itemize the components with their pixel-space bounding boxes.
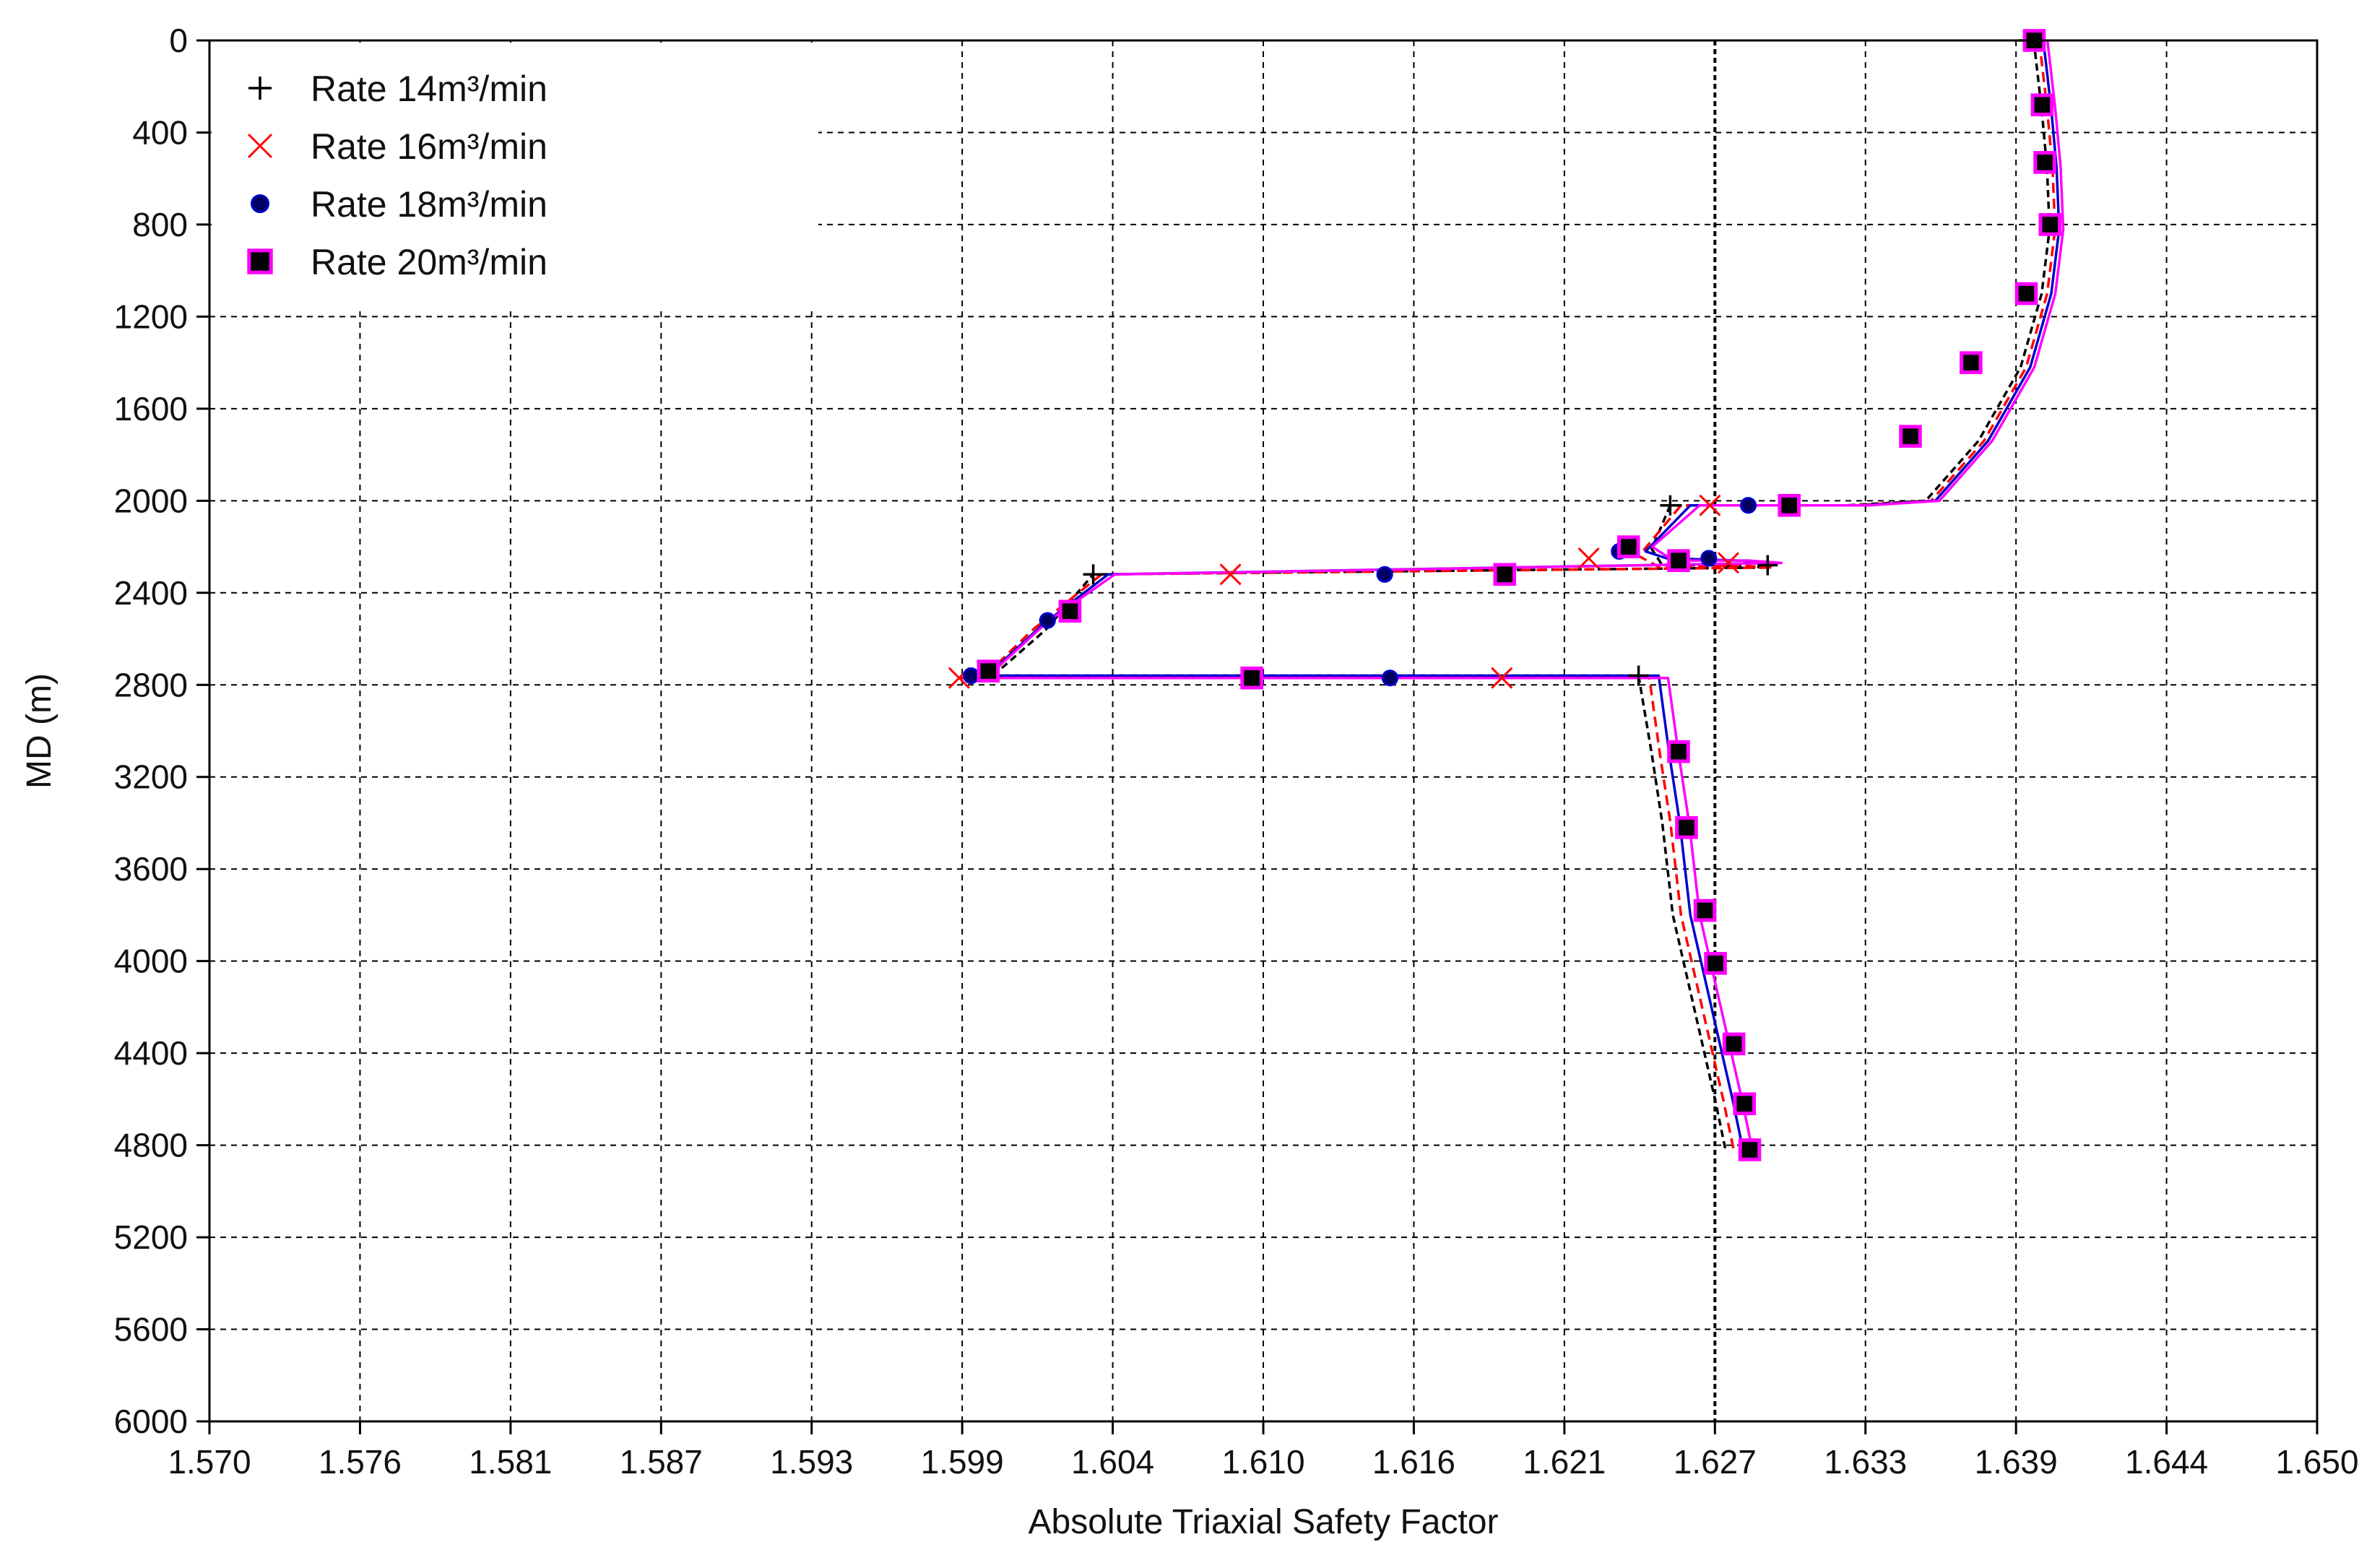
x-tick-label: 1.616 — [1372, 1443, 1455, 1481]
data-point — [248, 77, 272, 100]
legend-item: Rate 18m³/min — [250, 184, 547, 225]
data-point — [1493, 563, 1517, 586]
x-tick-label: 1.610 — [1221, 1443, 1304, 1481]
x-tick-label: 1.570 — [168, 1443, 251, 1481]
series-line — [971, 40, 2051, 1151]
y-tick-label: 4800 — [114, 1127, 188, 1164]
data-point — [1660, 495, 1681, 516]
series-line — [960, 40, 2056, 1151]
series-line — [979, 40, 2065, 1151]
data-point — [1960, 351, 1983, 374]
y-tick-label: 6000 — [114, 1403, 188, 1440]
y-tick-label: 800 — [132, 206, 188, 243]
x-tick-label: 1.604 — [1071, 1443, 1154, 1481]
x-tick-label: 1.639 — [1975, 1443, 2058, 1481]
data-point — [1778, 493, 1801, 517]
data-point — [977, 659, 1000, 683]
data-point — [1757, 555, 1778, 576]
y-tick-label: 2800 — [114, 666, 188, 703]
data-point — [1738, 1138, 1762, 1161]
data-point — [1667, 549, 1690, 572]
y-tick-label: 1600 — [114, 390, 188, 428]
data-point — [1058, 599, 1082, 623]
legend-item: Rate 20m³/min — [247, 242, 547, 282]
data-point — [1376, 566, 1393, 583]
data-point — [1667, 740, 1690, 763]
data-point — [2014, 282, 2038, 306]
data-point — [1219, 563, 1242, 586]
y-axis-title: MD (m) — [20, 673, 59, 789]
series-markers — [948, 29, 2062, 1161]
x-tick-label: 1.644 — [2125, 1443, 2208, 1481]
y-tick-label: 0 — [169, 22, 188, 59]
data-point — [1739, 497, 1757, 514]
data-point — [1240, 666, 1263, 690]
y-tick-label: 400 — [132, 113, 188, 151]
data-point — [2033, 151, 2056, 174]
data-point — [1381, 670, 1399, 687]
data-point — [250, 194, 270, 214]
x-axis-ticks: 1.570 1.576 1.581 1.587 1.593 1.599 1.604 1.610… — [168, 1421, 2359, 1481]
data-point — [1675, 816, 1698, 839]
data-point — [1628, 665, 1649, 686]
legend-item: Rate 16m³/min — [247, 126, 547, 167]
x-tick-label: 1.593 — [770, 1443, 853, 1481]
data-point — [1700, 550, 1718, 567]
x-tick-label: 1.581 — [469, 1443, 552, 1481]
legend-label: Rate 20m³/min — [311, 242, 547, 282]
x-tick-label: 1.621 — [1523, 1443, 1606, 1481]
data-point — [1717, 552, 1740, 574]
data-point — [1722, 1032, 1746, 1056]
data-point — [1491, 667, 1513, 689]
series-lines — [960, 40, 2065, 1151]
data-point — [1039, 612, 1056, 629]
series-line — [969, 40, 2061, 1151]
data-point — [247, 248, 273, 274]
y-tick-label: 5600 — [114, 1311, 188, 1348]
x-tick-label: 1.576 — [319, 1443, 402, 1481]
y-tick-label: 5200 — [114, 1218, 188, 1256]
data-point — [1704, 952, 1727, 975]
y-tick-label: 1200 — [114, 298, 188, 335]
data-point — [1899, 425, 1922, 448]
data-point — [1693, 898, 1717, 922]
x-tick-label: 1.633 — [1824, 1443, 1907, 1481]
data-point — [1083, 564, 1104, 585]
legend-label: Rate 18m³/min — [311, 184, 547, 225]
legend-item: Rate 14m³/min — [248, 69, 547, 109]
y-tick-label: 2400 — [114, 574, 188, 612]
x-axis-title: Absolute Triaxial Safety Factor — [1029, 1503, 1499, 1541]
data-point — [247, 133, 273, 159]
legend-label: Rate 16m³/min — [311, 126, 547, 167]
y-tick-label: 4400 — [114, 1034, 188, 1072]
data-point — [1577, 547, 1600, 570]
x-tick-label: 1.587 — [620, 1443, 703, 1481]
y-tick-label: 3600 — [114, 850, 188, 888]
data-point — [1733, 1092, 1756, 1116]
x-tick-label: 1.599 — [921, 1443, 1004, 1481]
grid — [209, 40, 2317, 1421]
legend-background — [212, 43, 818, 310]
data-point — [1616, 535, 1640, 558]
legend: Rate 14m³/min Rate 16m³/min Rate 18m³/min R… — [247, 69, 547, 282]
data-point — [962, 667, 980, 685]
data-point — [2038, 213, 2062, 236]
legend-label: Rate 14m³/min — [311, 69, 547, 109]
y-axis-ticks: 0 400 800 1200 1600 2000 2400 2800 3200 3600 4000 4… — [114, 22, 209, 1440]
x-tick-label: 1.627 — [1674, 1443, 1757, 1481]
y-tick-label: 3200 — [114, 758, 188, 796]
x-tick-label: 1.650 — [2275, 1443, 2358, 1481]
data-point — [1699, 494, 1721, 516]
y-tick-label: 2000 — [114, 482, 188, 519]
data-point — [2030, 93, 2054, 117]
y-tick-label: 4000 — [114, 943, 188, 980]
